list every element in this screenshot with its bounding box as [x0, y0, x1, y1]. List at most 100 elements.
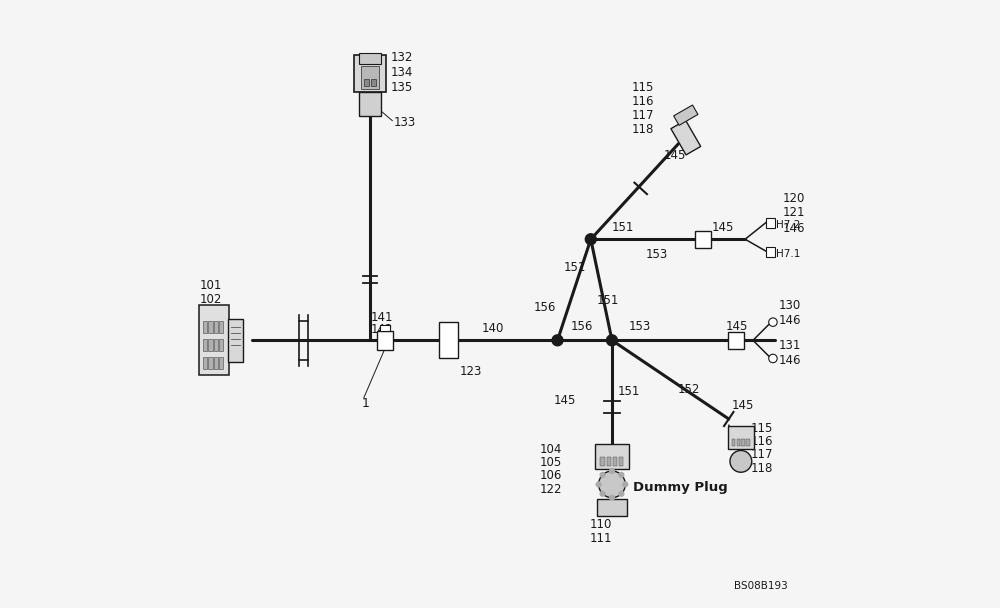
- Text: 118: 118: [632, 123, 654, 136]
- Text: 116: 116: [632, 95, 654, 108]
- Text: 151: 151: [612, 221, 634, 233]
- Circle shape: [623, 482, 628, 487]
- Text: 145: 145: [712, 221, 734, 233]
- Text: 133: 133: [394, 116, 416, 129]
- Bar: [674, 105, 698, 125]
- Text: 145: 145: [553, 395, 576, 407]
- Circle shape: [599, 471, 625, 498]
- Text: 146: 146: [778, 354, 801, 367]
- Bar: [359, 53, 381, 64]
- Text: 151: 151: [597, 294, 619, 308]
- Text: 121: 121: [783, 206, 805, 219]
- Text: Dummy Plug: Dummy Plug: [633, 482, 728, 494]
- Text: 105: 105: [539, 456, 562, 469]
- Text: 122: 122: [539, 483, 562, 496]
- Circle shape: [596, 482, 601, 487]
- Text: 142: 142: [371, 323, 394, 336]
- Bar: [737, 439, 740, 446]
- Text: 117: 117: [751, 448, 774, 461]
- Bar: [741, 439, 745, 446]
- Text: 146: 146: [778, 314, 801, 328]
- Text: 1: 1: [362, 398, 370, 410]
- Text: 135: 135: [391, 81, 413, 94]
- Text: 134: 134: [391, 66, 413, 79]
- Bar: [228, 319, 243, 362]
- Bar: [219, 339, 223, 351]
- Text: 145: 145: [726, 320, 748, 334]
- Bar: [354, 55, 386, 92]
- Text: 104: 104: [539, 443, 562, 456]
- Bar: [359, 92, 381, 116]
- Text: 101: 101: [199, 279, 222, 292]
- Text: 152: 152: [677, 384, 700, 396]
- Text: 141: 141: [371, 311, 394, 324]
- Text: H7.2: H7.2: [776, 220, 800, 230]
- Text: 116: 116: [751, 435, 774, 448]
- Bar: [595, 444, 629, 469]
- Bar: [597, 499, 627, 516]
- Text: 140: 140: [482, 322, 504, 335]
- Circle shape: [585, 234, 596, 244]
- Text: 117: 117: [632, 109, 654, 122]
- Circle shape: [769, 318, 777, 326]
- Bar: [607, 457, 611, 466]
- Bar: [619, 457, 623, 466]
- Bar: [600, 457, 605, 466]
- Circle shape: [552, 335, 563, 346]
- Bar: [746, 439, 750, 446]
- Text: 103: 103: [199, 306, 221, 319]
- Bar: [219, 358, 223, 370]
- Text: 156: 156: [533, 300, 556, 314]
- Text: 106: 106: [539, 469, 562, 482]
- Text: 132: 132: [391, 51, 413, 64]
- Text: BS08B193: BS08B193: [734, 581, 787, 592]
- Text: 145: 145: [663, 149, 686, 162]
- Text: 146: 146: [783, 222, 805, 235]
- Text: 120: 120: [783, 192, 805, 204]
- Text: 151: 151: [618, 385, 640, 398]
- Bar: [364, 79, 369, 86]
- Bar: [203, 321, 207, 333]
- Text: 111: 111: [590, 532, 612, 545]
- Text: 115: 115: [632, 81, 654, 94]
- Text: 118: 118: [751, 461, 774, 474]
- Circle shape: [619, 472, 624, 477]
- Text: 151: 151: [564, 261, 587, 274]
- Bar: [208, 358, 213, 370]
- Text: 102: 102: [199, 292, 222, 306]
- Bar: [728, 426, 754, 449]
- Bar: [214, 358, 218, 370]
- Text: 145: 145: [731, 399, 754, 412]
- Text: 110: 110: [590, 519, 612, 531]
- Bar: [377, 331, 393, 350]
- Text: 156: 156: [571, 320, 593, 334]
- Circle shape: [619, 491, 624, 496]
- Bar: [766, 247, 775, 257]
- Text: 153: 153: [628, 320, 651, 334]
- Circle shape: [607, 335, 617, 346]
- Text: H7.1: H7.1: [776, 249, 800, 260]
- Bar: [766, 218, 775, 228]
- Bar: [199, 305, 229, 375]
- Bar: [214, 321, 218, 333]
- Text: 131: 131: [778, 339, 801, 351]
- Bar: [695, 231, 711, 247]
- Bar: [671, 120, 701, 155]
- Circle shape: [769, 354, 777, 363]
- Bar: [728, 332, 744, 349]
- Circle shape: [600, 472, 605, 477]
- Text: 123: 123: [459, 365, 482, 378]
- Bar: [208, 339, 213, 351]
- Bar: [203, 339, 207, 351]
- Bar: [203, 358, 207, 370]
- Text: 115: 115: [751, 421, 774, 435]
- Bar: [380, 325, 390, 331]
- Bar: [371, 79, 376, 86]
- Bar: [613, 457, 617, 466]
- Bar: [361, 66, 379, 89]
- Circle shape: [610, 469, 614, 474]
- Bar: [208, 321, 213, 333]
- Circle shape: [600, 491, 605, 496]
- Bar: [214, 339, 218, 351]
- Circle shape: [730, 451, 752, 472]
